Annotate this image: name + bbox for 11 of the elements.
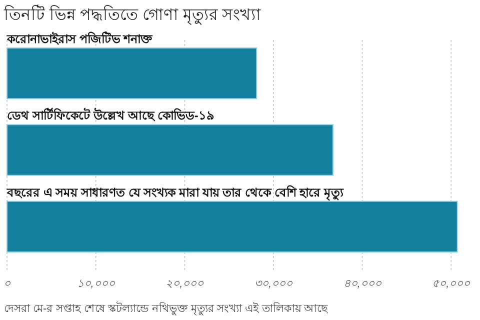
annotation: দেসরা মে-র সপ্তাহ শেষে স্কটল্যান্ডে নথিভুক্ত মৃত্যুর সংখ্যা এই তালিকায় আছে	[4, 303, 328, 315]
title: তিনটি ভিন্ন পদ্ধতিতে গোণা মৃত্যুর সংখ্যা	[4, 7, 262, 24]
category-label: ডেথ সার্টিফিকেটে উল্লেখ আছে কোভিড-১৯	[7, 108, 214, 123]
x-tick-label: ০	[4, 278, 12, 290]
x-tick-label: ২০,০০০	[166, 278, 205, 290]
x-tick-label: ১০,০০০	[76, 278, 116, 290]
category-label: বছরের এ সময় সাধারণত যে সংখ্যক মারা যায় তার থেকে বেশি হারে মৃত্যু	[7, 185, 344, 200]
x-tick-label: ৫০,০০০	[432, 278, 472, 290]
x-tick-label: ৩০,০০০	[254, 278, 294, 290]
x-tick-label: ৪০,০০০	[343, 278, 382, 290]
category-label: করোনাভাইরাস পজিটিভ শনাক্ত	[7, 32, 153, 46]
